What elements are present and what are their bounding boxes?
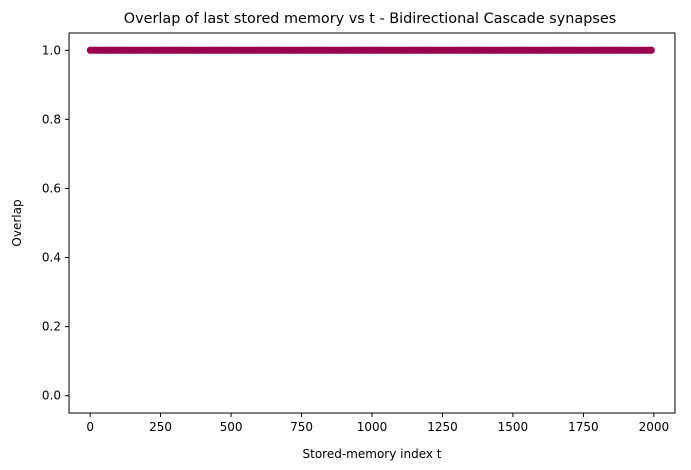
- y-tick-label: 0.0: [42, 389, 61, 403]
- chart-title: Overlap of last stored memory vs t - Bid…: [124, 11, 616, 27]
- x-axis: 0 250 500 750 1000 1250 1500 1750 2000: [86, 413, 669, 434]
- x-tick-label: 2000: [639, 420, 670, 434]
- x-tick-label: 1000: [357, 420, 388, 434]
- y-axis-label: Overlap: [10, 199, 24, 246]
- x-tick-label: 1500: [498, 420, 529, 434]
- y-tick-label: 0.2: [42, 320, 61, 334]
- y-tick-label: 0.8: [42, 112, 61, 126]
- x-tick-label: 1750: [568, 420, 599, 434]
- x-tick-label: 250: [149, 420, 172, 434]
- y-tick-label: 1.0: [42, 43, 61, 57]
- x-axis-label: Stored-memory index t: [303, 447, 442, 461]
- x-tick-label: 750: [290, 420, 313, 434]
- x-tick-label: 1250: [427, 420, 458, 434]
- y-tick-label: 0.4: [42, 251, 61, 265]
- x-tick-label: 500: [220, 420, 243, 434]
- data-point: [647, 46, 655, 54]
- x-tick-label: 0: [86, 420, 94, 434]
- data-points: [86, 46, 655, 54]
- y-tick-label: 0.6: [42, 181, 61, 195]
- plot-frame: [68, 32, 676, 414]
- y-axis: 0.0 0.2 0.4 0.6 0.8 1.0: [42, 43, 69, 403]
